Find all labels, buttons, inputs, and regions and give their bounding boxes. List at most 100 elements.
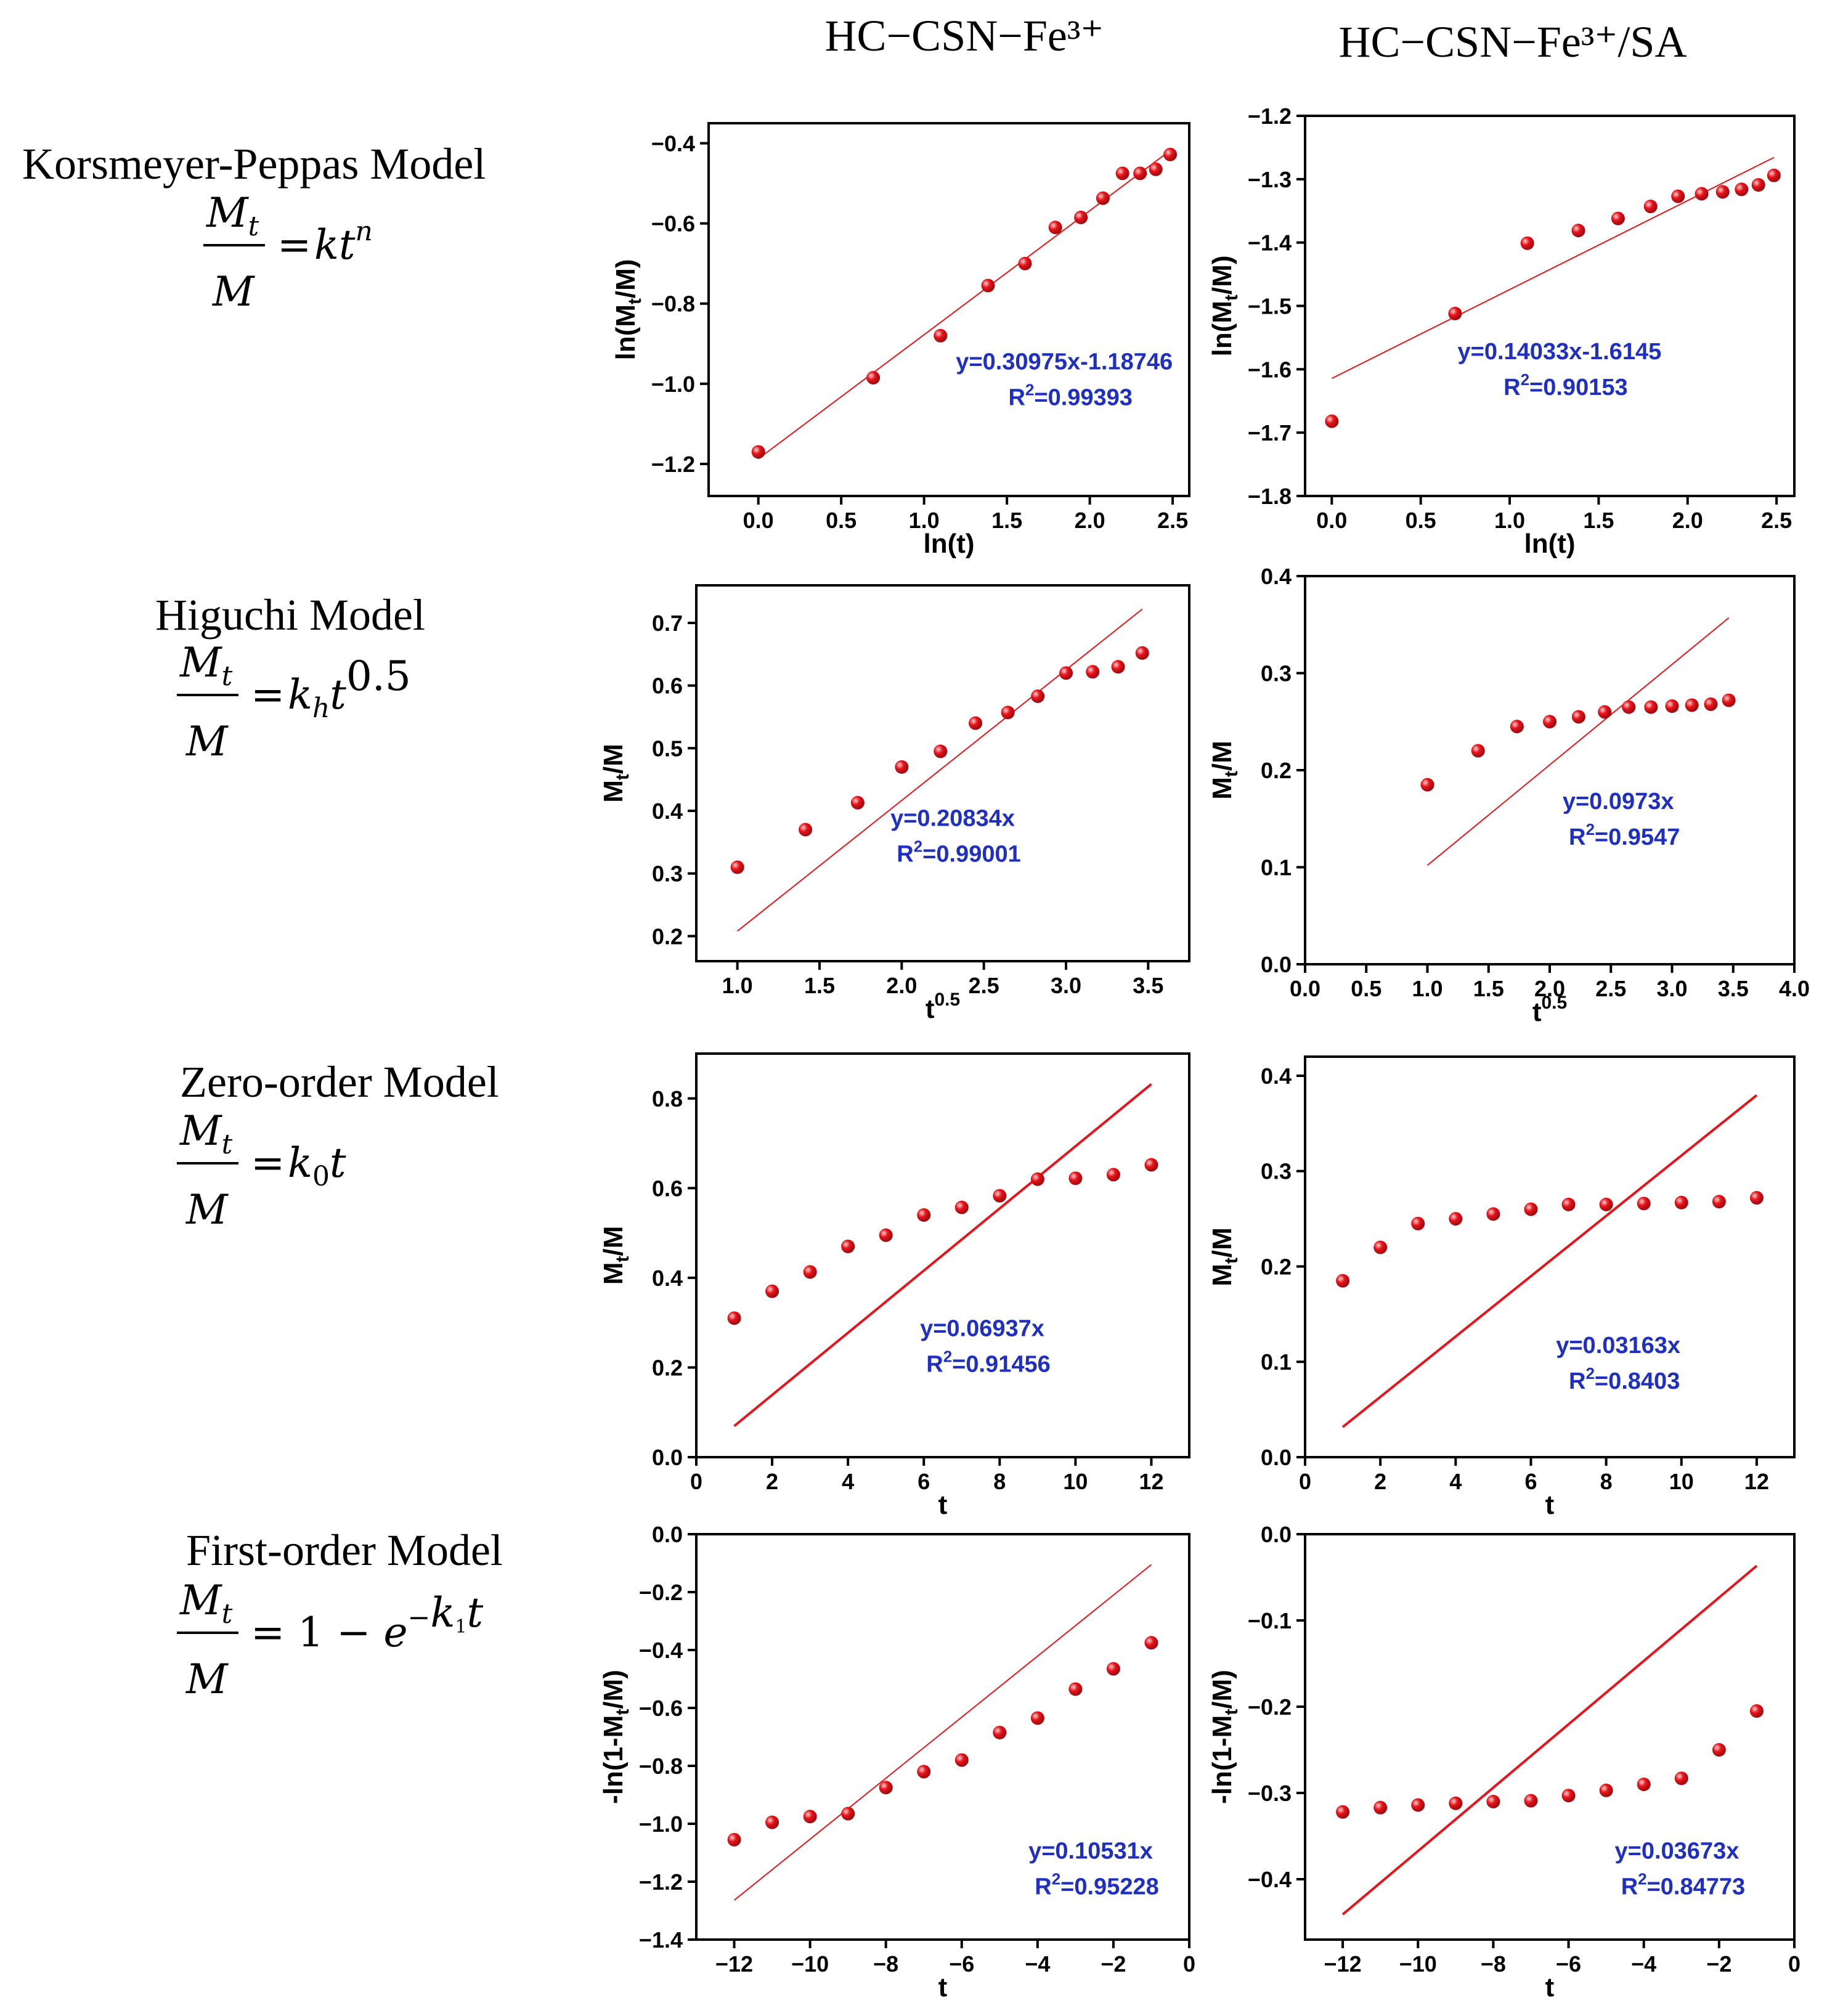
x-tick-label: 0 xyxy=(1299,1469,1311,1494)
plot-frame xyxy=(1304,575,1796,965)
data-point xyxy=(1135,646,1149,660)
y-tick-label: −0.4 xyxy=(1248,1867,1292,1892)
x-tick-label: 0.0 xyxy=(1316,508,1347,533)
plot-frame xyxy=(707,122,1190,497)
y-tick-label: 0.6 xyxy=(652,673,683,699)
x-tick-label: 2 xyxy=(1374,1469,1386,1494)
y-tick-label: −1.2 xyxy=(1248,104,1292,129)
x-tick-label: −12 xyxy=(715,1951,753,1977)
y-tick-label: −0.6 xyxy=(639,1696,683,1721)
data-point xyxy=(1674,1771,1688,1786)
x-tick-label: 2.5 xyxy=(969,973,999,998)
x-tick-label: 3.5 xyxy=(1718,976,1749,1001)
data-point xyxy=(1561,1789,1576,1803)
data-point xyxy=(730,860,744,874)
data-point xyxy=(1735,182,1749,197)
fit-r-squared: R2=0.90153 xyxy=(1504,370,1627,400)
svg-text:Mt: Mt xyxy=(179,639,233,692)
data-point xyxy=(1144,1158,1158,1172)
y-axis-label: -ln(1-Mt/M) xyxy=(598,1670,633,1804)
data-point xyxy=(1336,1274,1350,1288)
model-name-korsmeyer: Korsmeyer-Peppas Model xyxy=(22,139,486,189)
y-tick-label: 0.3 xyxy=(1261,1159,1292,1184)
x-tick-label: 0 xyxy=(1788,1951,1801,1977)
fit-r-squared: R2=0.99393 xyxy=(1008,380,1132,410)
fit-equation: y=0.0973x xyxy=(1563,789,1674,815)
x-tick-label: 1.5 xyxy=(804,973,835,998)
chart-1: 0.0 0.5 1.0 1.5 2.0 2.5 −1.8 −1.7 −1.6 −1.5 −1.4 −1… xyxy=(1207,104,1796,559)
fit-equation: y=0.10531x xyxy=(1028,1838,1153,1864)
x-tick-label: −6 xyxy=(949,1951,974,1977)
fit-equation: y=0.14033x-1.6145 xyxy=(1458,339,1662,365)
data-point xyxy=(969,716,983,730)
model-name-first-order: First-order Model xyxy=(186,1526,503,1575)
x-tick-label: 4 xyxy=(842,1469,854,1494)
data-point xyxy=(727,1832,741,1847)
chart-0: 0.0 0.5 1.0 1.5 2.0 2.5 −1.2 −1.0 −0.8 −0.6 −0.4 ln… xyxy=(611,122,1190,559)
y-tick-label: −0.8 xyxy=(639,1754,683,1779)
data-point xyxy=(879,1228,893,1242)
data-point xyxy=(1449,1796,1463,1810)
data-point xyxy=(1751,178,1765,192)
chart-7: −12 −10 −8 −6 −4 −2 0 −0.4 −0.3 −0.2 −0.1 0.0 t -ln(1… xyxy=(1207,1522,1801,2002)
svg-text:=: = xyxy=(277,221,311,269)
data-point xyxy=(1695,187,1709,201)
y-axis-label: Mt/M xyxy=(1207,1227,1242,1286)
data-point xyxy=(1449,1212,1463,1226)
y-tick-label: 0.3 xyxy=(1261,661,1292,686)
data-point xyxy=(981,278,995,293)
x-tick-label: 12 xyxy=(1139,1469,1163,1494)
fit-r-squared: R2=0.8403 xyxy=(1569,1364,1680,1394)
x-axis-label: t xyxy=(938,1972,948,2002)
y-tick-label: −1.2 xyxy=(639,1869,683,1895)
data-point xyxy=(1074,210,1088,224)
x-tick-label: 0.0 xyxy=(743,508,774,533)
data-point xyxy=(1520,236,1534,250)
data-point xyxy=(1373,1240,1388,1254)
fit-equation: y=0.30975x-1.18746 xyxy=(956,349,1173,375)
x-tick-label: 8 xyxy=(1600,1469,1613,1494)
column-title-left: HC−CSN−Fe³⁺ xyxy=(825,11,1104,60)
y-tick-label: 0.0 xyxy=(1261,1445,1292,1470)
data-point xyxy=(1059,666,1073,680)
y-tick-label: 0.1 xyxy=(1261,855,1292,880)
data-point xyxy=(1031,689,1045,703)
data-point xyxy=(1086,665,1100,679)
data-point xyxy=(1068,1171,1083,1185)
x-tick-label: 4 xyxy=(1449,1469,1462,1494)
data-point xyxy=(1749,1191,1764,1205)
data-point xyxy=(1106,1168,1120,1182)
x-axis-label: t xyxy=(1545,1972,1555,2002)
data-point xyxy=(1510,720,1524,734)
y-axis-label: Mt/M xyxy=(1207,741,1242,800)
x-tick-label: 2.0 xyxy=(1672,508,1703,533)
data-point xyxy=(1111,660,1125,674)
data-point xyxy=(1048,221,1062,235)
chart-2: 1.0 1.5 2.0 2.5 3.0 3.5 0.2 0.3 0.4 0.5 0.6 0.7 t0.5… xyxy=(598,584,1190,1024)
formula-first-order: Mt M = 1 − e−k1t xyxy=(177,1577,484,1703)
data-point xyxy=(1420,778,1434,792)
x-tick-label: 1.0 xyxy=(1412,976,1442,1001)
data-point xyxy=(917,1208,931,1222)
x-tick-label: −6 xyxy=(1556,1951,1581,1977)
svg-text:= 1 − e−k1t: = 1 − e−k1t xyxy=(251,1589,484,1656)
plot-frame xyxy=(695,584,1190,962)
data-point xyxy=(1149,162,1163,176)
x-tick-label: 3.5 xyxy=(1133,973,1163,998)
x-tick-label: −4 xyxy=(1631,1951,1656,1977)
data-point xyxy=(1644,700,1658,714)
data-point xyxy=(934,744,948,758)
data-point xyxy=(1715,185,1730,199)
y-tick-label: 0.0 xyxy=(1261,952,1292,977)
svg-text:k0t: k0t xyxy=(288,1139,346,1192)
x-tick-label: 8 xyxy=(993,1469,1006,1494)
data-point xyxy=(1674,1195,1688,1209)
y-tick-label: 0.4 xyxy=(652,1266,683,1291)
data-point xyxy=(799,823,813,837)
x-tick-label: 1.5 xyxy=(1583,508,1614,533)
data-point xyxy=(1115,166,1129,181)
fit-equation: y=0.20834x xyxy=(890,805,1015,831)
data-point xyxy=(1599,1197,1613,1211)
y-axis-label: Mt/M xyxy=(598,744,633,803)
